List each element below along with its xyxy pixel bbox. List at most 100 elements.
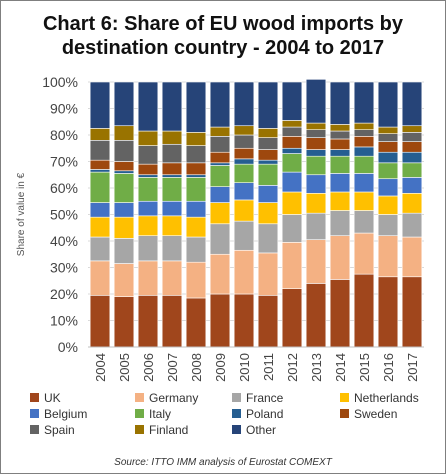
bar-sweden-2005	[113, 161, 135, 172]
bar-uk-2010	[233, 293, 255, 348]
y-tick-label: 70%	[50, 154, 78, 170]
bar-germany-2006	[137, 260, 159, 296]
y-tick-label: 60%	[50, 180, 78, 196]
bar-italy-2016	[377, 162, 399, 180]
bar-netherlands-2015	[353, 191, 375, 211]
bar-sweden-2007	[161, 162, 183, 176]
chart-title-line1: Chart 6: Share of EU wood imports by	[42, 13, 404, 35]
chart-title: Chart 6: Share of EU wood imports by des…	[0, 12, 446, 60]
bar-france-2004	[89, 236, 111, 262]
legend-swatch-other	[232, 425, 241, 434]
bar-poland-2007	[161, 174, 183, 178]
bar-belgium-2009	[209, 186, 231, 203]
bar-germany-2016	[377, 235, 399, 278]
bar-italy-2004	[89, 171, 111, 203]
bar-poland-2016	[377, 151, 399, 164]
bar-germany-2009	[209, 253, 231, 295]
bar-uk-2016	[377, 276, 399, 348]
bar-germany-2007	[161, 260, 183, 296]
bar-poland-2017	[401, 151, 423, 164]
bar-netherlands-2013	[305, 193, 327, 214]
y-tick-label: 20%	[50, 286, 78, 302]
bar-sweden-2014	[329, 138, 351, 150]
bar-spain-2005	[113, 140, 135, 162]
bar-poland-2013	[305, 149, 327, 157]
bar-italy-2011	[257, 163, 279, 186]
bar-sweden-2016	[377, 141, 399, 153]
bar-uk-2004	[89, 295, 111, 348]
x-tick-label: 2009	[213, 353, 228, 382]
bar-france-2017	[401, 212, 423, 238]
bar-belgium-2016	[377, 178, 399, 197]
y-tick-label: 40%	[50, 233, 78, 249]
bar-other-2009	[209, 81, 231, 128]
legend-swatch-sweden	[340, 409, 349, 418]
bar-finland-2011	[257, 128, 279, 138]
bar-italy-2005	[113, 173, 135, 203]
bar-italy-2008	[185, 177, 207, 202]
bar-uk-2015	[353, 273, 375, 348]
bar-belgium-2014	[329, 173, 351, 193]
bar-poland-2005	[113, 170, 135, 174]
bar-sweden-2009	[209, 151, 231, 164]
legend-label-spain: Spain	[44, 423, 75, 437]
bar-finland-2016	[377, 126, 399, 134]
bar-germany-2012	[281, 242, 303, 289]
bar-other-2012	[281, 81, 303, 121]
bar-belgium-2005	[113, 202, 135, 218]
x-tick-label: 2016	[381, 353, 396, 382]
bar-other-2010	[233, 81, 255, 127]
bar-uk-2017	[401, 276, 423, 348]
bar-france-2008	[185, 236, 207, 263]
bar-netherlands-2017	[401, 193, 423, 214]
legend-swatch-finland	[135, 425, 144, 434]
bar-belgium-2010	[233, 182, 255, 201]
bar-france-2015	[353, 210, 375, 234]
bar-germany-2013	[305, 239, 327, 284]
bar-sweden-2017	[401, 141, 423, 153]
bar-poland-2008	[185, 174, 207, 178]
bar-uk-2012	[281, 288, 303, 348]
bar-poland-2009	[209, 162, 231, 166]
bar-germany-2011	[257, 252, 279, 296]
bar-other-2015	[353, 81, 375, 124]
bar-finland-2004	[89, 128, 111, 141]
bar-sweden-2013	[305, 137, 327, 150]
x-tick-label: 2011	[261, 353, 276, 381]
bar-spain-2004	[89, 140, 111, 161]
legend-swatch-germany	[135, 393, 144, 402]
bar-belgium-2015	[353, 173, 375, 193]
legend-swatch-france	[232, 393, 241, 402]
bar-spain-2017	[401, 132, 423, 142]
x-tick-label: 2006	[141, 353, 156, 382]
bar-germany-2014	[329, 235, 351, 280]
legend-swatch-uk	[30, 393, 39, 402]
x-tick-label: 2015	[357, 353, 372, 382]
bar-poland-2006	[137, 174, 159, 178]
legend-label-poland: Poland	[246, 407, 283, 421]
x-tick-label: 2004	[93, 353, 108, 382]
bar-poland-2004	[89, 169, 111, 173]
bar-spain-2012	[281, 126, 303, 137]
bar-italy-2017	[401, 162, 423, 178]
chart-source: Source: ITTO IMM analysis of Eurostat CO…	[114, 457, 332, 468]
bar-netherlands-2005	[113, 216, 135, 239]
bar-other-2004	[89, 81, 111, 129]
bar-italy-2010	[233, 163, 255, 183]
bar-poland-2012	[281, 147, 303, 154]
bar-belgium-2004	[89, 202, 111, 218]
legend-label-netherlands: Netherlands	[354, 391, 419, 405]
legend-label-belgium: Belgium	[44, 407, 87, 421]
x-tick-label: 2013	[309, 353, 324, 382]
bar-spain-2015	[353, 129, 375, 137]
bar-spain-2016	[377, 133, 399, 142]
y-tick-label: 50%	[50, 207, 78, 223]
y-tick-label: 90%	[50, 101, 78, 117]
legend-label-finland: Finland	[149, 423, 188, 437]
bar-netherlands-2011	[257, 202, 279, 225]
bar-france-2006	[137, 235, 159, 262]
bar-uk-2009	[209, 293, 231, 348]
bar-belgium-2017	[401, 177, 423, 194]
bar-spain-2013	[305, 129, 327, 138]
